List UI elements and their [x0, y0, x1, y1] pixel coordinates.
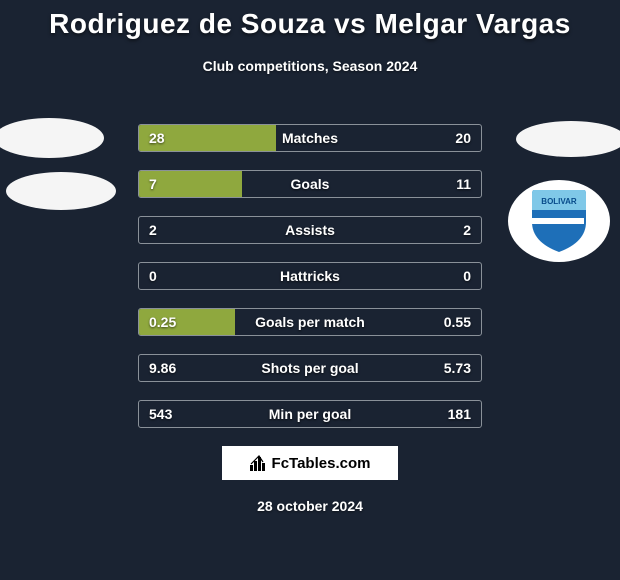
player-right-club-logo: BOLIVAR: [508, 180, 610, 262]
stat-label: Assists: [139, 217, 481, 243]
stat-label: Hattricks: [139, 263, 481, 289]
stats-bar-chart: 2820Matches 711Goals 22Assists 00Hattricks 0…: [138, 124, 482, 446]
player-left-avatar-placeholder: [0, 118, 104, 158]
stat-label: Matches: [139, 125, 481, 151]
svg-text:BOLIVAR: BOLIVAR: [541, 197, 577, 206]
stat-row: 9.865.73Shots per goal: [138, 354, 482, 382]
bolivar-shield-icon: BOLIVAR: [530, 188, 588, 254]
stat-row: 2820Matches: [138, 124, 482, 152]
subtitle: Club competitions, Season 2024: [0, 58, 620, 74]
brand-bars-icon: [250, 455, 268, 471]
stat-row: 543181Min per goal: [138, 400, 482, 428]
brand-badge: FcTables.com: [222, 446, 398, 480]
stat-row: 00Hattricks: [138, 262, 482, 290]
date-caption: 28 october 2024: [0, 498, 620, 514]
brand-text: FcTables.com: [272, 455, 371, 472]
stat-row: 0.250.55Goals per match: [138, 308, 482, 336]
page-title: Rodriguez de Souza vs Melgar Vargas: [0, 0, 620, 40]
stat-row: 711Goals: [138, 170, 482, 198]
player-left-club-placeholder: [6, 172, 116, 210]
stat-label: Shots per goal: [139, 355, 481, 381]
player-right-avatar-placeholder: [516, 121, 620, 157]
stat-row: 22Assists: [138, 216, 482, 244]
stat-label: Min per goal: [139, 401, 481, 427]
stat-label: Goals: [139, 171, 481, 197]
stat-label: Goals per match: [139, 309, 481, 335]
